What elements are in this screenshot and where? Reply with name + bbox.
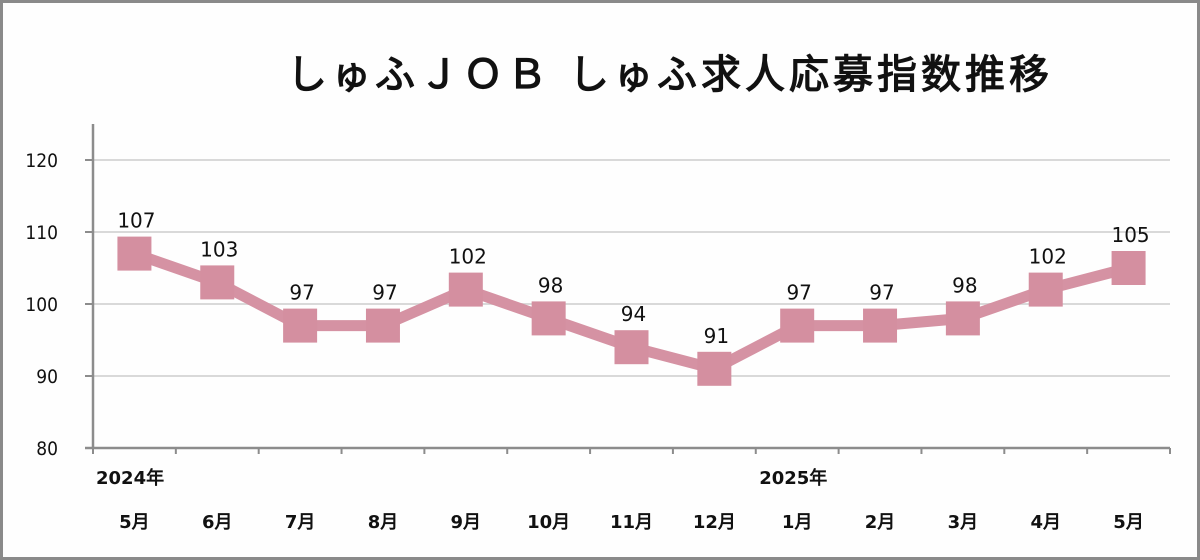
x-tick-label: 5月 (1113, 512, 1144, 533)
data-label: 97 (786, 281, 811, 305)
data-point-marker (117, 236, 152, 271)
x-tick-label: 6月 (202, 512, 233, 533)
y-tick-label: 90 (36, 366, 58, 388)
year-label: 2024年 (96, 467, 164, 489)
data-point-marker (614, 330, 649, 365)
y-tick-label: 120 (25, 150, 58, 172)
y-tick-label: 100 (25, 294, 58, 316)
axes (85, 124, 1171, 454)
x-axis-tick-labels: 5月 6月 7月 8月 9月 10月 11月 12月 1月 2月 3月 4月 5月 2024年 2025年 (96, 467, 1144, 533)
data-labels: 107 103 97 97 102 98 94 91 97 97 98 102 105 (117, 209, 1149, 348)
data-point-marker (863, 308, 898, 343)
data-point-marker (531, 301, 566, 336)
data-point-marker (780, 308, 815, 343)
x-tick-label: 7月 (285, 512, 316, 533)
data-label: 98 (952, 273, 977, 297)
x-tick-label: 1月 (782, 512, 813, 533)
x-tick-label: 12月 (693, 512, 736, 533)
chart-title: しゅふＪＯＢ しゅふ求人応募指数推移 (287, 52, 1053, 98)
data-series (117, 236, 1146, 386)
data-point-marker (283, 308, 318, 343)
x-tick-label: 2月 (865, 512, 896, 533)
data-point-marker (200, 265, 235, 300)
data-label: 105 (1111, 223, 1149, 247)
x-tick-label: 9月 (451, 512, 482, 533)
data-point-marker (1111, 251, 1146, 285)
x-tick-label: 8月 (368, 512, 399, 533)
x-tick-label: 5月 (119, 512, 150, 533)
data-point-marker (945, 301, 980, 336)
data-point-marker (697, 351, 732, 386)
x-tick-label: 4月 (1030, 512, 1061, 533)
x-tick-label: 10月 (527, 512, 570, 533)
data-label: 97 (869, 281, 894, 305)
y-tick-label: 80 (36, 438, 58, 460)
data-label: 91 (704, 324, 729, 348)
data-label: 102 (449, 245, 487, 269)
data-label: 97 (289, 281, 314, 305)
data-point-marker (365, 308, 400, 343)
data-point-marker (1028, 272, 1063, 307)
data-label: 103 (200, 237, 238, 261)
data-label: 107 (117, 209, 155, 233)
data-label: 102 (1029, 245, 1067, 269)
data-point-marker (448, 272, 483, 307)
y-axis-tick-labels: 80 90 100 110 120 (25, 150, 58, 460)
data-label: 97 (372, 281, 397, 305)
x-tick-label: 11月 (610, 512, 653, 533)
x-tick-label: 3月 (948, 512, 979, 533)
data-label: 94 (621, 302, 646, 326)
data-label: 98 (538, 273, 563, 297)
y-tick-label: 110 (25, 222, 58, 244)
year-label: 2025年 (759, 467, 827, 489)
